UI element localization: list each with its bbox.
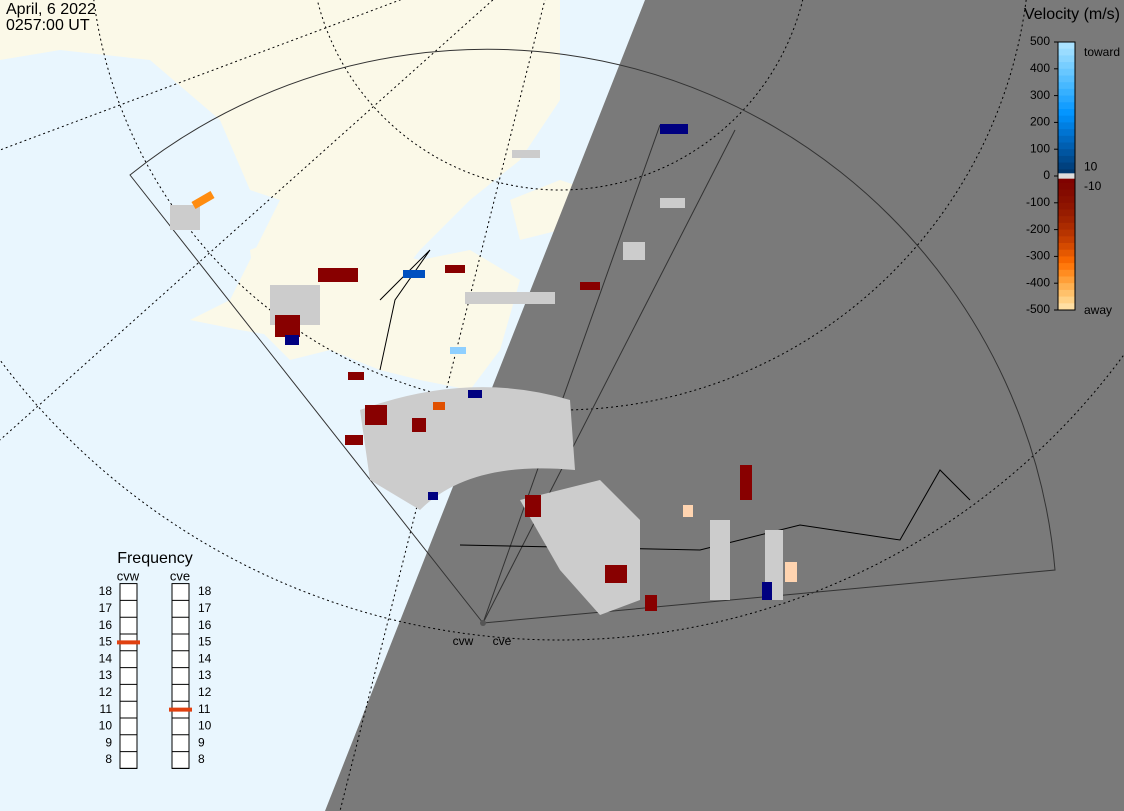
colorbar-step: [1058, 276, 1075, 284]
radar-site: [480, 620, 486, 626]
colorbar-step: [1058, 115, 1075, 123]
colorbar-step: [1058, 222, 1075, 231]
colorbar-step: [1058, 202, 1075, 210]
radar-label: cve: [493, 634, 512, 648]
colorbar-step: [1058, 122, 1075, 130]
colorbar-step: [1058, 289, 1075, 298]
night-shade: [325, 0, 1124, 811]
frequency-tick-label: 11: [100, 702, 113, 716]
velocity-tick-label: -100: [1026, 195, 1050, 209]
colorbar-step: [1058, 109, 1075, 117]
velocity-inner-label: 10: [1084, 159, 1098, 173]
velocity-inner-label: -10: [1084, 179, 1102, 193]
colorbar-zero: [1058, 173, 1075, 179]
colorbar-step: [1058, 142, 1075, 150]
frequency-tick-label: 10: [99, 719, 113, 733]
colorbar-step: [1058, 176, 1075, 184]
velocity-tick-label: 200: [1030, 115, 1050, 129]
frequency-tick-label: 13: [99, 668, 113, 682]
frequency-tick-label: 18: [99, 584, 113, 598]
frequency-tick-label: 15: [198, 635, 212, 649]
frequency-tick-label: 9: [198, 735, 205, 749]
velocity-tick-label: 500: [1030, 34, 1050, 48]
colorbar-step: [1058, 88, 1075, 97]
frequency-tick-label: 15: [99, 635, 113, 649]
frequency-panel: cvw 18 17 16 15 14 13 12 11 10 9 8 cve 18 17 16 15 14 13 12…: [99, 568, 212, 769]
colorbar-step: [1058, 42, 1075, 50]
colorbar-step: [1058, 149, 1075, 157]
fan-outline: [129, 48, 1056, 624]
frequency-ladder: [171, 583, 190, 769]
frequency-tick-label: 8: [198, 752, 205, 766]
colorbar-step: [1058, 269, 1075, 277]
velocity-tick-label: -400: [1026, 275, 1050, 289]
scatter-cells: [170, 124, 797, 615]
colorbar-step: [1058, 82, 1075, 90]
colorbar-step: [1058, 229, 1075, 237]
away-label: away: [1084, 303, 1112, 317]
toward-label: toward: [1084, 45, 1120, 59]
colorbar-step: [1058, 189, 1075, 197]
frequency-radar-name: cve: [170, 568, 190, 583]
colorbar-step: [1058, 102, 1075, 110]
frequency-tick-label: 18: [198, 584, 212, 598]
colorbar-step: [1058, 249, 1075, 257]
velocity-tick-label: 0: [1043, 168, 1050, 182]
frequency-tick-label: 10: [198, 719, 212, 733]
velocity-colorbar: 500 400 300 200 100 0 -100 -200 -300 -400 -500 10 -1…: [1026, 34, 1102, 316]
colorbar-step: [1058, 48, 1075, 56]
colorbar-step: [1058, 162, 1075, 170]
frequency-tick-label: 17: [99, 601, 113, 615]
colorbar-step: [1058, 95, 1075, 103]
radar-label: cvw: [453, 634, 474, 648]
colorbar-step: [1058, 263, 1075, 271]
land: [0, 0, 560, 340]
velocity-tick-label: -500: [1026, 302, 1050, 316]
frequency-tick-label: 17: [198, 601, 212, 615]
frequency-tick-label: 8: [105, 752, 112, 766]
colorbar-step: [1058, 303, 1075, 311]
frequency-tick-label: 13: [198, 668, 212, 682]
frequency-tick-label: 14: [198, 651, 212, 665]
velocity-tick-label: 400: [1030, 61, 1050, 75]
colorbar-step: [1058, 135, 1075, 143]
colorbar-step: [1058, 283, 1075, 291]
frequency-tick-label: 16: [198, 618, 212, 632]
date: April, 6 2022: [6, 1, 96, 18]
colorbar-step: [1058, 55, 1075, 63]
colorbar-step: [1058, 62, 1075, 70]
frequency-tick-label: 11: [198, 702, 211, 716]
colorbar-step: [1058, 155, 1075, 164]
velocity-tick-label: 300: [1030, 88, 1050, 102]
colorbar-step: [1058, 236, 1075, 244]
colorbar-step: [1058, 216, 1075, 224]
frequency-tick-label: 12: [99, 685, 113, 699]
velocity-title: Velocity (m/s): [1024, 6, 1120, 23]
velocity-tick-label: -300: [1026, 249, 1050, 263]
colorbar-step: [1058, 296, 1075, 304]
colorbar-step: [1058, 75, 1075, 83]
frequency-radar-name: cvw: [117, 568, 140, 583]
colorbar-step: [1058, 68, 1075, 76]
frequency-ladder: [119, 583, 138, 769]
frequency-tick-label: 12: [198, 685, 212, 699]
frequency-title: Frequency: [117, 550, 193, 567]
colorbar-step: [1058, 243, 1075, 251]
colorbar-step: [1058, 256, 1075, 264]
colorbar-step: [1058, 182, 1075, 190]
colorbar-step: [1058, 196, 1075, 204]
colorbar-step: [1058, 169, 1075, 177]
frequency-tick-label: 14: [99, 651, 113, 665]
colorbar-step: [1058, 129, 1075, 137]
velocity-tick-label: 100: [1030, 141, 1050, 155]
time: 0257:00 UT: [6, 17, 90, 34]
frequency-tick-label: 16: [99, 618, 113, 632]
colorbar-step: [1058, 209, 1075, 217]
velocity-tick-label: -200: [1026, 222, 1050, 236]
frequency-tick-label: 9: [105, 735, 112, 749]
